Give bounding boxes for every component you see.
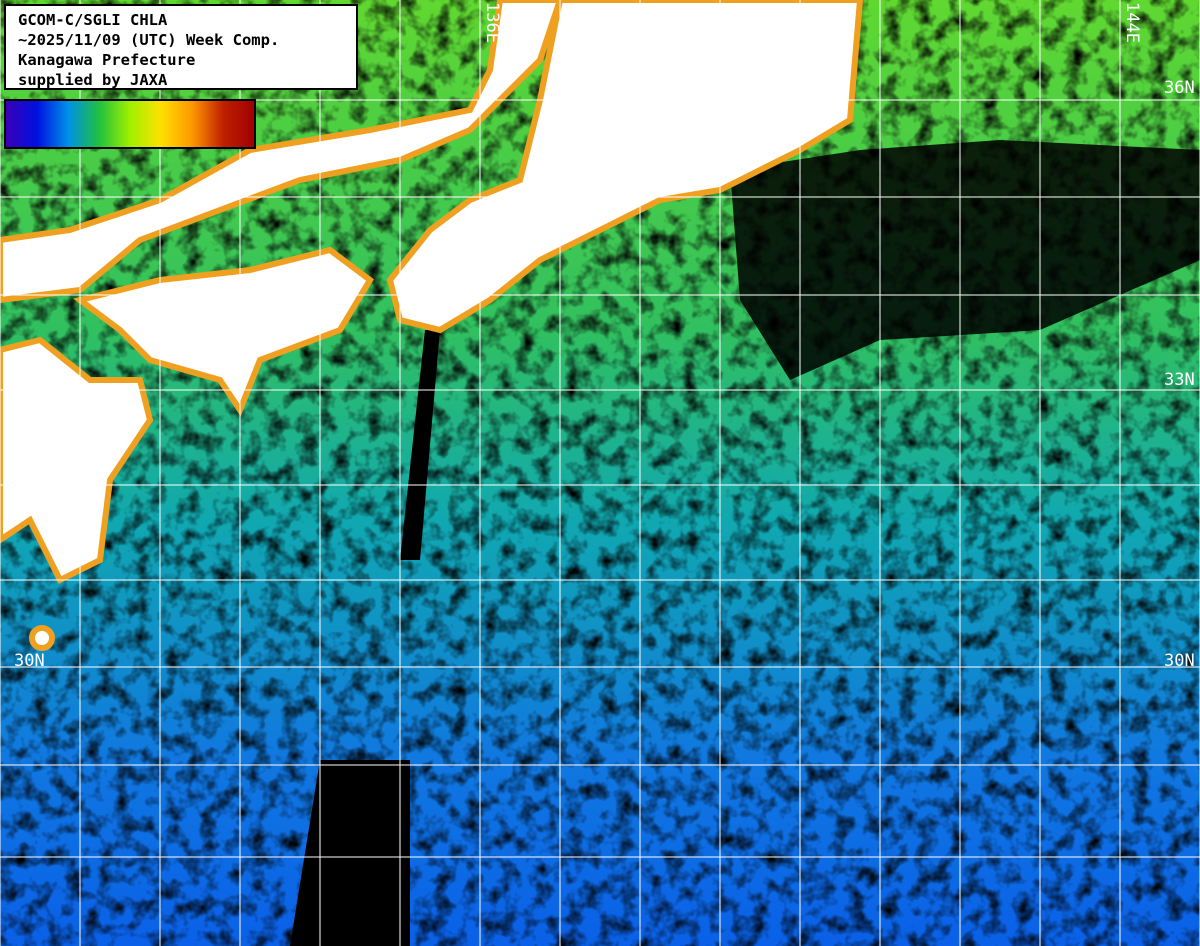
title-line-date: ~2025/11/09 (UTC) Week Comp. bbox=[18, 31, 280, 49]
lat-label-30n-right: 30N bbox=[1164, 651, 1195, 671]
title-line-region: Kanagawa Prefecture bbox=[18, 51, 196, 69]
lon-label-136e: 136E bbox=[482, 2, 502, 43]
title-block: GCOM-C/SGLI CHLA ~2025/11/09 (UTC) Week … bbox=[4, 4, 358, 90]
land-shikoku bbox=[73, 246, 374, 417]
lon-label-144e: 144E bbox=[1122, 2, 1142, 43]
land-honshu-west bbox=[0, 0, 564, 304]
cloud-region-east bbox=[730, 140, 1200, 380]
color-scale-bar bbox=[4, 99, 256, 149]
land-island bbox=[29, 625, 55, 651]
lat-label-33n: 33N bbox=[1164, 370, 1195, 390]
land-kyushu bbox=[0, 336, 154, 585]
lat-label-36n: 36N bbox=[1164, 78, 1195, 98]
cloud-swath-gap-upper bbox=[400, 330, 440, 560]
title-line-product: GCOM-C/SGLI CHLA bbox=[18, 11, 168, 29]
title-line-credit: supplied by JAXA bbox=[18, 71, 168, 89]
lat-label-30n-left: 30N bbox=[14, 651, 45, 671]
